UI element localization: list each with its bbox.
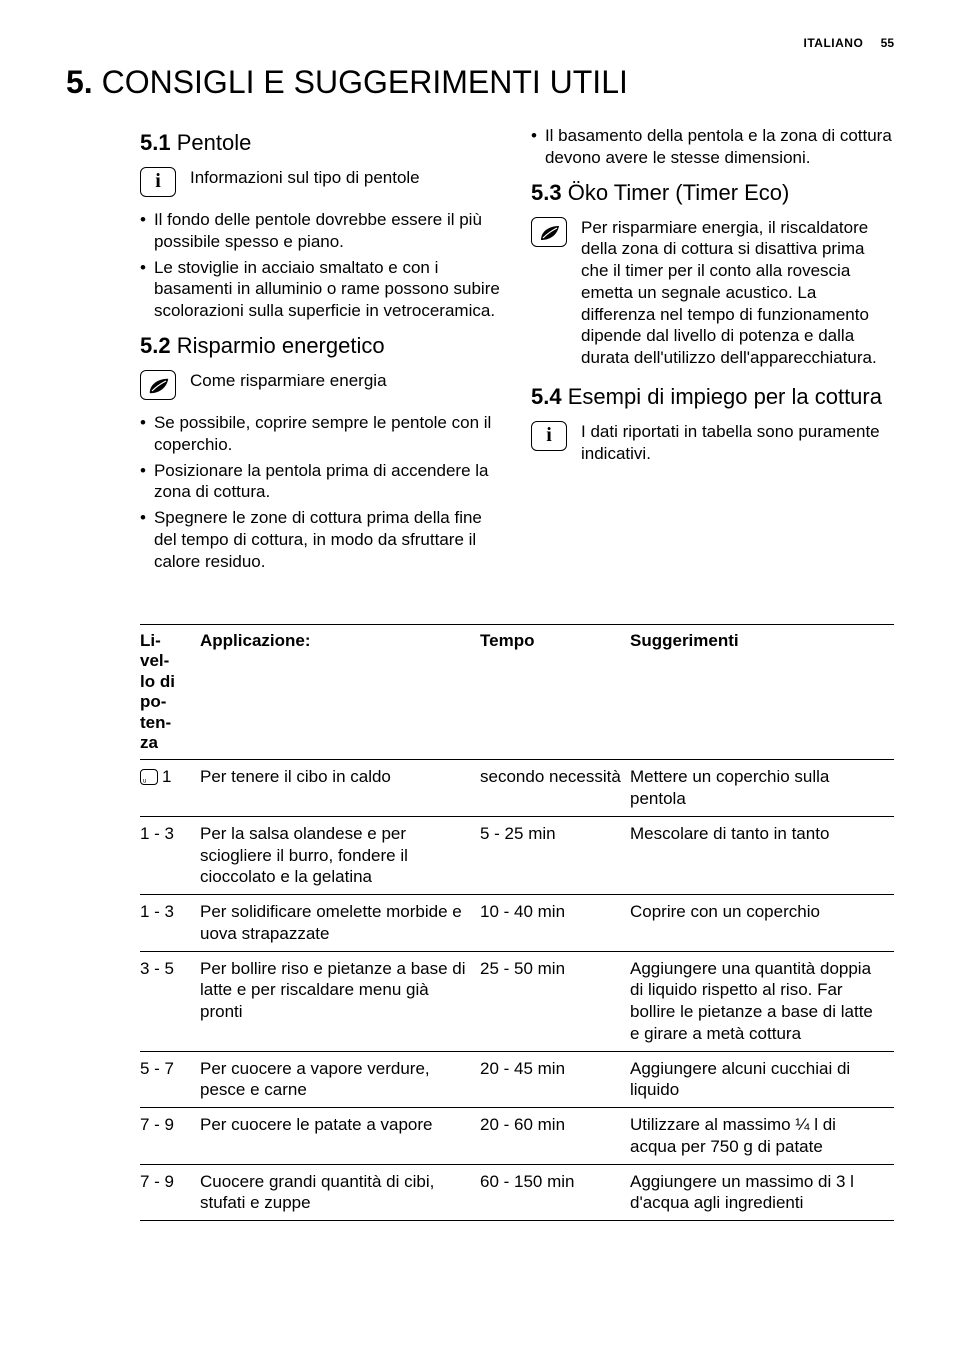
sub-title: Pentole <box>177 130 252 155</box>
cell-level: 7 - 9 <box>140 1108 200 1165</box>
bullet-item: Le stoviglie in acciaio smaltato e con i… <box>140 257 503 322</box>
eco-row: Per risparmiare energia, il riscaldatore… <box>531 217 894 369</box>
cell-level: 5 - 7 <box>140 1051 200 1108</box>
section-heading: 5. CONSIGLI E SUGGERIMENTI UTILI <box>66 64 628 101</box>
cell-application: Per solidificare omelette morbide e uova… <box>200 895 480 952</box>
cell-tempo: 5 - 25 min <box>480 816 630 894</box>
info-row: i I dati riportati in tabella sono puram… <box>531 421 894 465</box>
table-row: 7 - 9Cuocere grandi quantità di cibi, st… <box>140 1164 894 1221</box>
cell-level: ᵤ 1 <box>140 760 200 817</box>
bullet-list: Il fondo delle pentole dovrebbe essere i… <box>140 209 503 322</box>
bullet-item: Spegnere le zone di cottura prima della … <box>140 507 503 572</box>
bullet-item: Il fondo delle pentole dovrebbe essere i… <box>140 209 503 253</box>
cell-application: Cuocere grandi quantità di cibi, stufati… <box>200 1164 480 1221</box>
cooking-table: Li-vel-lo dipo-ten-za Applicazione: Temp… <box>140 624 894 1221</box>
cell-level: 7 - 9 <box>140 1164 200 1221</box>
cell-suggerimenti: Mescolare di tanto in tanto <box>630 816 894 894</box>
subheading-5-2: 5.2 Risparmio energetico <box>140 332 503 360</box>
language-label: ITALIANO <box>804 36 864 50</box>
cell-suggerimenti: Mettere un coperchio sulla pentola <box>630 760 894 817</box>
info-row: i Informazioni sul tipo di pentole <box>140 167 503 197</box>
cell-suggerimenti: Coprire con un coperchio <box>630 895 894 952</box>
info-icon: i <box>531 421 567 451</box>
cell-suggerimenti: Utilizzare al massimo ¼ l di acqua per 7… <box>630 1108 894 1165</box>
bullet-item: Il basamento della pentola e la zona di … <box>531 125 894 169</box>
page-number: 55 <box>881 36 894 50</box>
bullet-list: Se possibile, coprire sempre le pentole … <box>140 412 503 572</box>
cell-tempo: 25 - 50 min <box>480 951 630 1051</box>
right-column: Il basamento della pentola e la zona di … <box>531 125 894 582</box>
table-row: ᵤ 1 Per tenere il cibo in caldosecondo ne… <box>140 760 894 817</box>
eco-row: Come risparmiare energia <box>140 370 503 400</box>
col-tempo: Tempo <box>480 625 630 760</box>
sub-num: 5.1 <box>140 130 171 155</box>
table-row: 3 - 5Per bollire riso e pietanze a base … <box>140 951 894 1051</box>
keep-warm-icon: ᵤ 1 <box>140 766 171 788</box>
table-row: 1 - 3Per solidificare omelette morbide e… <box>140 895 894 952</box>
cell-tempo: 10 - 40 min <box>480 895 630 952</box>
cell-tempo: secondo necessità <box>480 760 630 817</box>
table-row: 1 - 3Per la salsa olandese e per sciogli… <box>140 816 894 894</box>
cell-level: 3 - 5 <box>140 951 200 1051</box>
cell-application: Per cuocere a vapore verdure, pesce e ca… <box>200 1051 480 1108</box>
col-level: Li-vel-lo dipo-ten-za <box>140 625 200 760</box>
cell-tempo: 60 - 150 min <box>480 1164 630 1221</box>
sub-num: 5.4 <box>531 384 562 409</box>
subheading-5-1: 5.1 Pentole <box>140 129 503 157</box>
cell-application: Per cuocere le patate a vapore <box>200 1108 480 1165</box>
cell-application: Per tenere il cibo in caldo <box>200 760 480 817</box>
sub-title: Risparmio energetico <box>177 333 385 358</box>
table-row: 7 - 9Per cuocere le patate a vapore20 - … <box>140 1108 894 1165</box>
eco-text: Per risparmiare energia, il riscaldatore… <box>581 217 894 369</box>
cell-suggerimenti: Aggiungere una quantità doppia di liquid… <box>630 951 894 1051</box>
cell-suggerimenti: Aggiungere un massimo di 3 l d'acqua agl… <box>630 1164 894 1221</box>
cell-level: 1 - 3 <box>140 816 200 894</box>
col-application: Applicazione: <box>200 625 480 760</box>
col-suggerimenti: Suggerimenti <box>630 625 894 760</box>
cell-level: 1 - 3 <box>140 895 200 952</box>
info-text: Informazioni sul tipo di pentole <box>190 167 420 189</box>
sub-num: 5.3 <box>531 180 562 205</box>
bullet-item: Se possibile, coprire sempre le pentole … <box>140 412 503 456</box>
cell-tempo: 20 - 60 min <box>480 1108 630 1165</box>
subheading-5-4: 5.4 Esempi di impiego per la cottura <box>531 383 894 411</box>
cell-tempo: 20 - 45 min <box>480 1051 630 1108</box>
eco-icon <box>531 217 567 247</box>
table-header-row: Li-vel-lo dipo-ten-za Applicazione: Temp… <box>140 625 894 760</box>
section-title: CONSIGLI E SUGGERIMENTI UTILI <box>102 64 628 100</box>
table-row: 5 - 7Per cuocere a vapore verdure, pesce… <box>140 1051 894 1108</box>
eco-text: Come risparmiare energia <box>190 370 387 392</box>
cell-application: Per bollire riso e pietanze a base di la… <box>200 951 480 1051</box>
eco-icon <box>140 370 176 400</box>
bullet-item: Posizionare la pentola prima di accender… <box>140 460 503 504</box>
cell-application: Per la salsa olandese e per sciogliere i… <box>200 816 480 894</box>
section-number: 5. <box>66 64 93 100</box>
info-icon: i <box>140 167 176 197</box>
sub-num: 5.2 <box>140 333 171 358</box>
content-columns: 5.1 Pentole i Informazioni sul tipo di p… <box>140 125 894 582</box>
page-header: ITALIANO 55 <box>804 36 894 50</box>
table: Li-vel-lo dipo-ten-za Applicazione: Temp… <box>140 624 894 1221</box>
sub-title: Esempi di impiego per la cottura <box>568 384 882 409</box>
cell-suggerimenti: Aggiungere alcuni cucchiai di liquido <box>630 1051 894 1108</box>
sub-title: Öko Timer (Timer Eco) <box>568 180 790 205</box>
bullet-list: Il basamento della pentola e la zona di … <box>531 125 894 169</box>
left-column: 5.1 Pentole i Informazioni sul tipo di p… <box>140 125 503 582</box>
info-text: I dati riportati in tabella sono puramen… <box>581 421 894 465</box>
subheading-5-3: 5.3 Öko Timer (Timer Eco) <box>531 179 894 207</box>
